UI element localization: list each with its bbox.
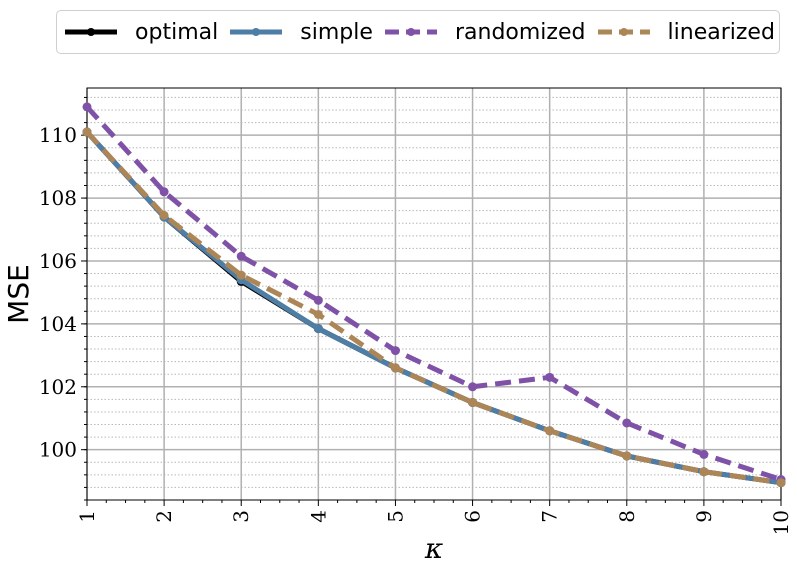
legend-line-optimal-icon xyxy=(65,28,118,36)
x-tick-label: 3 xyxy=(229,510,253,523)
series-optimal xyxy=(82,127,786,488)
x-tick-label: 9 xyxy=(692,510,716,523)
x-tick-label: 10 xyxy=(769,510,793,535)
data-point-linearized xyxy=(159,210,169,220)
legend: optimal simple randomized linearized xyxy=(56,10,780,54)
data-point-simple xyxy=(313,324,323,334)
y-tick-label: 102 xyxy=(39,375,77,399)
x-tick-label: 2 xyxy=(152,510,176,523)
data-point-randomized xyxy=(545,372,555,382)
x-tick-label: 6 xyxy=(461,510,485,523)
plot-frame xyxy=(86,87,782,501)
x-tick-label: 7 xyxy=(538,510,562,523)
legend-item-simple: simple xyxy=(226,20,373,45)
legend-label-optimal: optimal xyxy=(135,19,219,45)
data-point-randomized xyxy=(159,187,169,197)
data-point-linearized xyxy=(313,309,323,319)
x-axis-label: κ xyxy=(424,532,443,565)
x-tick-label: 1 xyxy=(75,510,99,523)
y-tick-label: 110 xyxy=(39,123,77,147)
y-tick-label: 106 xyxy=(39,249,77,273)
legend-line-linearized-icon xyxy=(597,28,650,36)
data-point-randomized xyxy=(82,102,92,112)
y-tick-label: 104 xyxy=(39,312,77,336)
x-tick-label: 5 xyxy=(383,510,407,523)
legend-label-randomized: randomized xyxy=(454,19,586,45)
legend-label-simple: simple xyxy=(300,19,373,45)
series-linearized xyxy=(82,127,786,488)
series-line-linearized xyxy=(85,130,782,486)
series-simple xyxy=(82,127,786,488)
data-point-randomized xyxy=(699,449,709,459)
data-point-randomized xyxy=(622,418,632,428)
data-point-linearized xyxy=(468,398,478,408)
legend-item-linearized: linearized xyxy=(594,20,775,45)
series-line-optimal xyxy=(85,130,782,486)
data-point-linearized xyxy=(236,270,246,280)
data-point-linearized xyxy=(545,426,555,436)
series-line-simple xyxy=(85,130,782,486)
series-randomized xyxy=(82,102,786,485)
legend-line-randomized-icon xyxy=(384,28,437,36)
legend-item-randomized: randomized xyxy=(381,19,586,45)
legend-label-linearized: linearized xyxy=(667,19,775,45)
data-point-linearized xyxy=(776,478,786,488)
data-point-randomized xyxy=(468,382,478,392)
x-tick-label: 8 xyxy=(615,510,639,523)
legend-line-simple-icon xyxy=(230,28,283,36)
data-point-randomized xyxy=(313,295,323,305)
series-line-randomized xyxy=(85,105,782,482)
data-point-randomized xyxy=(390,346,400,356)
x-tick-label: 4 xyxy=(306,510,330,523)
data-point-randomized xyxy=(236,251,246,261)
y-tick-label: 100 xyxy=(39,438,77,462)
data-point-linearized xyxy=(622,451,632,461)
y-tick-label: 108 xyxy=(39,186,77,210)
legend-item-optimal: optimal xyxy=(61,20,218,45)
y-axis-label: MSE xyxy=(2,264,35,324)
data-point-linearized xyxy=(390,363,400,373)
data-point-linearized xyxy=(82,127,92,137)
data-point-linearized xyxy=(699,467,709,477)
